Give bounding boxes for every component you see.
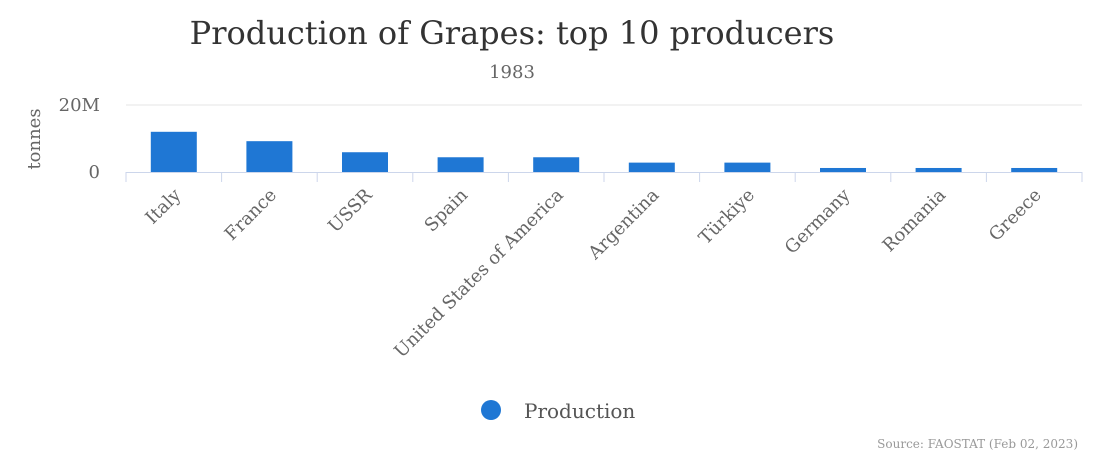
x-tick-label: Spain [421, 184, 473, 236]
bars [150, 131, 1058, 172]
bar[interactable] [724, 162, 771, 172]
legend-marker [481, 400, 501, 420]
chart-title: Production of Grapes: top 10 producers [190, 14, 835, 52]
bar[interactable] [533, 157, 580, 172]
y-tick-labels: 0 20M [59, 95, 100, 183]
bar[interactable] [150, 131, 197, 172]
x-tick-label: Greece [985, 185, 1046, 246]
x-tick-label: Romania [879, 185, 951, 257]
x-tick-label: Italy [141, 184, 185, 228]
bar[interactable] [437, 157, 484, 172]
bar[interactable] [1011, 167, 1058, 172]
y-tick-label: 0 [89, 162, 100, 183]
x-tick-label: Argentina [584, 184, 664, 264]
x-tick-label: France [221, 185, 281, 245]
source-note: Source: FAOSTAT (Feb 02, 2023) [877, 437, 1078, 451]
y-axis-title: tonnes [24, 108, 45, 169]
legend-label: Production [524, 399, 635, 423]
y-tick-label: 20M [59, 95, 100, 116]
axes [125, 172, 1083, 182]
x-tick-label: United States of America [390, 184, 568, 362]
x-tick-label: Germany [781, 184, 855, 258]
x-tick-label: Türkiye [695, 185, 759, 249]
x-tick-label: USSR [324, 184, 377, 237]
bar[interactable] [246, 141, 293, 172]
bar[interactable] [342, 152, 388, 172]
bar[interactable] [915, 167, 962, 172]
legend[interactable]: Production [481, 399, 635, 423]
chart-subtitle: 1983 [489, 62, 535, 83]
bar[interactable] [820, 167, 866, 172]
bar[interactable] [628, 162, 675, 172]
